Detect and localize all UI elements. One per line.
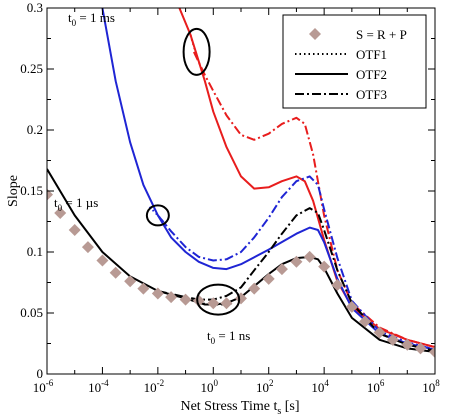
annotation-label-var: t	[207, 328, 211, 343]
series-line-ms-dashdot	[192, 51, 435, 349]
x-tick-exponent: 6	[380, 378, 385, 388]
x-tick-label: 100	[201, 378, 219, 395]
x-tick-label: 104	[311, 378, 329, 395]
y-tick-label: 0.1	[27, 244, 43, 259]
annotation-label: t0 = 1 µs	[54, 195, 98, 213]
data-point-marker	[248, 282, 261, 295]
x-tick-base: 10	[367, 380, 380, 395]
series-line-us-dashdot	[157, 175, 435, 351]
y-tick-label: 0.2	[27, 122, 43, 137]
annotation-label-value: = 1 ns	[215, 328, 250, 343]
x-tick-label: 102	[256, 378, 274, 395]
annotation-label-sub: 0	[58, 203, 63, 213]
x-tick-exponent: 4	[324, 378, 329, 388]
x-tick-base: 10	[201, 380, 214, 395]
data-point-marker	[373, 326, 386, 339]
data-point-marker	[414, 342, 427, 355]
annotation-label-sub: 0	[211, 336, 216, 346]
x-tick-exponent: -2	[157, 378, 165, 388]
annotation-label-sub: 0	[72, 18, 77, 28]
data-point-marker	[47, 188, 53, 201]
x-axis-label: Net Stress Time ts [s]	[180, 399, 299, 417]
x-tick-label: 10-2	[144, 378, 165, 395]
data-point-marker	[345, 300, 358, 313]
annotation-label-value: = 1 ms	[76, 10, 115, 25]
legend-box	[282, 14, 427, 109]
data-point-marker	[109, 266, 122, 279]
x-tick-exponent: -6	[46, 378, 54, 388]
x-tick-label: 10-4	[88, 378, 109, 395]
x-axis-label-sub: s	[277, 406, 281, 417]
data-point-marker	[429, 346, 435, 359]
data-point-marker	[401, 338, 414, 351]
data-point-marker	[318, 260, 331, 273]
data-point-marker	[386, 333, 399, 346]
data-point-marker	[96, 254, 109, 267]
x-tick-base: 10	[88, 380, 101, 395]
x-tick-label: 106	[367, 378, 385, 395]
data-point-marker	[151, 287, 164, 300]
legend-label: OTF1	[356, 47, 387, 62]
y-tick-label: 0.3	[27, 0, 43, 15]
data-point-marker	[68, 224, 81, 237]
y-tick-label: 0	[37, 366, 44, 381]
series-line-ns-dashdot	[157, 207, 435, 352]
x-axis-label-text: Net Stress Time	[180, 399, 273, 414]
data-point-marker	[192, 294, 205, 307]
annotation-label-var: t	[54, 195, 58, 210]
annotation-label: t0 = 1 ms	[68, 10, 115, 28]
legend-label: OTF2	[356, 67, 387, 82]
data-point-marker	[54, 206, 67, 219]
data-point-marker	[262, 272, 275, 285]
x-tick-base: 10	[256, 380, 269, 395]
series-line-us-solid	[101, 8, 435, 351]
x-tick-label: 10-6	[33, 378, 54, 395]
data-point-marker	[81, 241, 94, 254]
legend-label: OTF3	[356, 87, 387, 102]
annotation-circle	[196, 283, 241, 316]
x-tick-base: 10	[33, 380, 46, 395]
data-point-marker	[124, 275, 137, 288]
x-tick-exponent: -4	[101, 378, 109, 388]
annotation-circle	[182, 27, 211, 76]
annotation-circle	[145, 204, 170, 227]
x-tick-exponent: 8	[435, 378, 440, 388]
data-point-marker	[290, 255, 303, 268]
data-point-marker	[207, 297, 220, 310]
x-tick-base: 10	[144, 380, 157, 395]
y-tick-label: 0.25	[20, 61, 43, 76]
legend-label: S = R + P	[356, 27, 407, 42]
data-point-marker	[179, 293, 192, 306]
y-tick-label: 0.15	[20, 183, 43, 198]
x-axis-label-var: t	[273, 399, 277, 414]
data-point-marker	[359, 315, 372, 328]
annotation-label-value: = 1 µs	[62, 195, 98, 210]
data-point-marker	[165, 291, 178, 304]
x-tick-base: 10	[311, 380, 324, 395]
y-axis-label: Slope	[6, 175, 21, 207]
data-point-marker	[220, 297, 233, 310]
annotation-label: t0 = 1 ns	[207, 328, 250, 346]
annotation-label-var: t	[68, 10, 72, 25]
data-point-marker	[137, 282, 150, 295]
y-tick-label: 0.05	[20, 305, 43, 320]
x-tick-base: 10	[422, 380, 435, 395]
axes-group: 00.050.10.150.20.250.310-6 10-4 10-2 100 102…	[6, 0, 440, 417]
legend-marker-diamond	[309, 28, 321, 40]
x-tick-exponent: 2	[269, 378, 274, 388]
x-axis-label-unit: [s]	[281, 399, 299, 414]
series-line-ms-solid	[178, 8, 435, 349]
data-point-marker	[331, 278, 344, 291]
data-point-marker	[303, 250, 316, 263]
legend: S = R + P OTF1 OTF2 OTF3	[282, 14, 427, 109]
x-tick-exponent: 0	[214, 378, 219, 388]
data-point-marker	[275, 263, 288, 276]
x-tick-label: 108	[422, 378, 440, 395]
series-group	[47, 8, 435, 359]
